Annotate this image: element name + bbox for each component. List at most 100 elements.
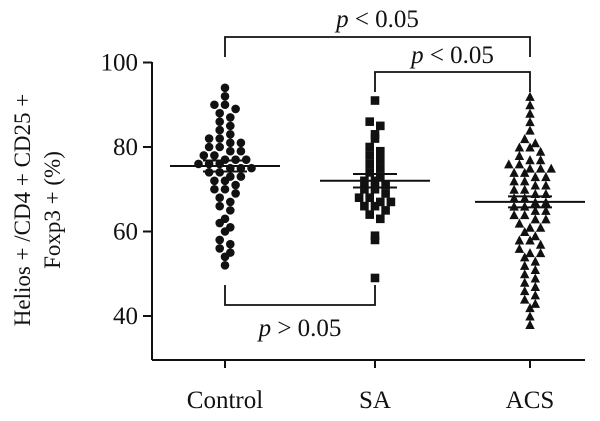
data-point-control xyxy=(215,235,224,245)
data-point-acs xyxy=(525,319,535,329)
data-point-control xyxy=(210,151,219,160)
y-tick-label: 80 xyxy=(113,134,138,161)
data-point-acs xyxy=(519,269,530,279)
data-point-acs xyxy=(525,311,535,321)
significance-bracket xyxy=(374,71,531,92)
data-point-acs xyxy=(509,201,519,211)
data-point-acs xyxy=(530,205,541,215)
significance-annotations: p < 0.05 p < 0.05 p > 0.05 xyxy=(224,6,531,342)
data-point-control xyxy=(220,92,230,101)
data-point-control xyxy=(226,121,235,131)
data-point-sa xyxy=(365,159,374,169)
x-category-label: Control xyxy=(187,387,263,414)
data-point-acs xyxy=(525,142,535,152)
data-point-control xyxy=(215,117,224,126)
data-point-acs xyxy=(509,176,519,186)
data-point-sa xyxy=(365,193,374,202)
x-category-label: ACS xyxy=(506,387,555,414)
data-point-acs xyxy=(525,100,535,110)
data-point-acs xyxy=(519,201,530,211)
data-point-control xyxy=(215,108,224,118)
data-point-sa xyxy=(376,214,385,224)
data-point-acs xyxy=(530,172,541,182)
significance-label: p < 0.05 xyxy=(334,6,419,33)
data-point-acs xyxy=(514,142,525,152)
data-point-control xyxy=(226,138,235,148)
data-point-acs xyxy=(541,214,551,224)
data-point-acs xyxy=(514,235,525,245)
data-point-sa xyxy=(365,168,374,177)
data-point-acs xyxy=(541,205,551,215)
data-point-control xyxy=(226,222,235,232)
data-point-control xyxy=(215,125,224,135)
y-axis-label: Helios + /CD4 + CD25 + Foxp3 + (%) xyxy=(10,94,65,327)
data-point-control xyxy=(215,142,224,152)
data-point-control xyxy=(226,130,235,139)
data-point-acs xyxy=(504,159,514,169)
data-point-control xyxy=(226,197,235,207)
data-point-control xyxy=(236,138,246,148)
y-axis-label-line: Foxp3 + (%) xyxy=(40,151,65,269)
data-point-sa xyxy=(376,163,385,173)
data-point-control xyxy=(215,244,224,253)
data-point-acs xyxy=(535,239,546,249)
data-point-acs xyxy=(525,235,535,245)
data-point-acs xyxy=(525,303,535,313)
data-point-sa xyxy=(370,273,380,283)
data-point-control xyxy=(231,180,240,190)
data-point-sa xyxy=(381,180,390,190)
data-point-sa xyxy=(354,193,364,202)
data-point-acs xyxy=(535,248,546,258)
data-point-sa xyxy=(376,121,385,131)
data-point-acs xyxy=(519,210,530,220)
y-tick-label: 60 xyxy=(113,219,138,246)
data-point-acs xyxy=(546,163,556,173)
y-axis-label-line: Helios + /CD4 + CD25 + xyxy=(10,94,35,327)
data-point-control xyxy=(215,201,224,211)
x-category-label: SA xyxy=(359,387,391,414)
data-point-acs xyxy=(519,226,530,237)
data-point-acs xyxy=(525,248,535,258)
y-tick-label: 100 xyxy=(101,50,139,77)
data-point-control xyxy=(220,261,230,270)
data-point-acs xyxy=(541,172,551,182)
data-point-control xyxy=(220,184,230,194)
data-point-acs xyxy=(519,277,530,287)
data-point-acs xyxy=(519,167,530,177)
data-point-acs xyxy=(514,159,525,169)
data-point-acs xyxy=(535,163,546,173)
data-point-acs xyxy=(530,298,541,308)
data-point-acs xyxy=(535,146,546,156)
data-point-sa xyxy=(365,117,374,126)
data-point-sa xyxy=(365,142,374,152)
data-point-control xyxy=(226,206,235,215)
data-point-acs xyxy=(525,155,535,165)
significance-bracket xyxy=(224,285,376,306)
data-point-control xyxy=(236,146,246,156)
data-point-control xyxy=(210,184,219,194)
y-tick-label: 40 xyxy=(113,303,138,330)
data-point-acs xyxy=(514,218,525,228)
data-point-acs xyxy=(535,222,546,232)
data-point-acs xyxy=(519,294,530,304)
data-point-control xyxy=(226,113,235,122)
data-point-acs xyxy=(525,163,535,173)
data-point-acs xyxy=(530,273,541,283)
data-point-acs xyxy=(519,193,530,203)
data-point-control xyxy=(231,189,240,198)
data-point-sa xyxy=(370,96,380,105)
data-point-control xyxy=(204,134,214,143)
data-point-control xyxy=(215,193,224,202)
data-point-control xyxy=(236,172,246,181)
data-point-sa xyxy=(370,184,380,194)
data-point-acs xyxy=(530,138,541,148)
data-point-control xyxy=(226,172,235,181)
data-point-control xyxy=(199,151,209,160)
data-point-sa xyxy=(370,231,380,241)
data-point-acs xyxy=(519,286,530,296)
data-point-acs xyxy=(530,214,541,224)
data-point-acs xyxy=(514,243,525,253)
data-point-acs xyxy=(525,108,535,118)
data-point-acs xyxy=(509,184,519,194)
data-point-acs xyxy=(530,290,541,300)
